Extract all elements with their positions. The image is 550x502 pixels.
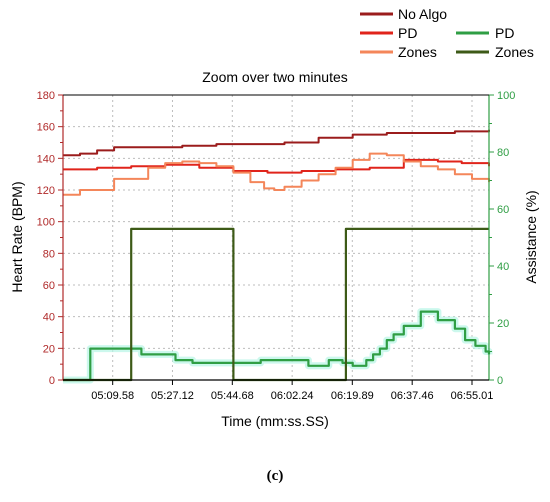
- x-tick-label: 06:55.01: [451, 390, 494, 402]
- y-axis-left-label: Heart Rate (BPM): [9, 181, 25, 292]
- x-tick-label: 05:09.58: [91, 390, 134, 402]
- legend-label-pd-right: PD: [495, 25, 514, 41]
- legend: No Algo PD Zones PD Zones: [360, 6, 534, 60]
- x-tick-label: 06:37.46: [391, 390, 434, 402]
- chart-title: Zoom over two minutes: [202, 69, 348, 85]
- y-left-tick-label: 0: [49, 375, 55, 387]
- series-line-pd-left: [63, 158, 490, 174]
- series-pd-right-halo: [63, 308, 493, 384]
- y-left-tick-label: 40: [43, 312, 55, 324]
- x-tick-label: 05:27.12: [151, 390, 194, 402]
- legend-label-zones-right: Zones: [495, 44, 534, 60]
- series-lines: [63, 129, 493, 384]
- panel-label: (c): [266, 468, 284, 484]
- y-axis-right-label: Assistance (%): [523, 190, 539, 283]
- legend-label-no-algo: No Algo: [398, 6, 447, 22]
- y-left-tick-label: 60: [43, 280, 55, 292]
- y-right-tick-label: 60: [497, 204, 509, 216]
- x-tick-label: 06:02.24: [271, 390, 314, 402]
- y-right-tick-label: 80: [497, 147, 509, 159]
- series-line-no-algo-left: [63, 129, 490, 157]
- axes: 05:09.58 05:27.12 05:44.68 06:02.24 06:19.89…: [37, 90, 516, 402]
- legend-label-zones-left: Zones: [398, 44, 437, 60]
- y-left-tick-label: 80: [43, 248, 55, 260]
- y-left-tick-label: 20: [43, 343, 55, 355]
- y-right-tick-label: 40: [497, 261, 509, 273]
- y-right-tick-label: 0: [497, 375, 503, 387]
- legend-label-pd-left: PD: [398, 25, 417, 41]
- y-left-tick-label: 120: [37, 185, 55, 197]
- y-left-tick-label: 100: [37, 217, 55, 229]
- y-right-tick-label: 100: [497, 90, 515, 102]
- series-line-zones-left: [63, 152, 490, 196]
- y-left-tick-label: 140: [37, 153, 55, 165]
- x-tick-label: 06:19.89: [331, 390, 374, 402]
- chart: No Algo PD Zones PD Zones Zoom over two …: [9, 6, 539, 429]
- series-line-pd-right: [63, 310, 491, 382]
- y-left-tick-label: 160: [37, 122, 55, 134]
- y-right-tick-label: 20: [497, 318, 509, 330]
- x-axis-label: Time (mm:ss.SS): [221, 413, 329, 429]
- x-tick-label: 05:44.68: [211, 390, 254, 402]
- y-left-tick-label: 180: [37, 90, 55, 102]
- gridlines: [63, 95, 489, 380]
- series-line-zones-right: [63, 227, 489, 382]
